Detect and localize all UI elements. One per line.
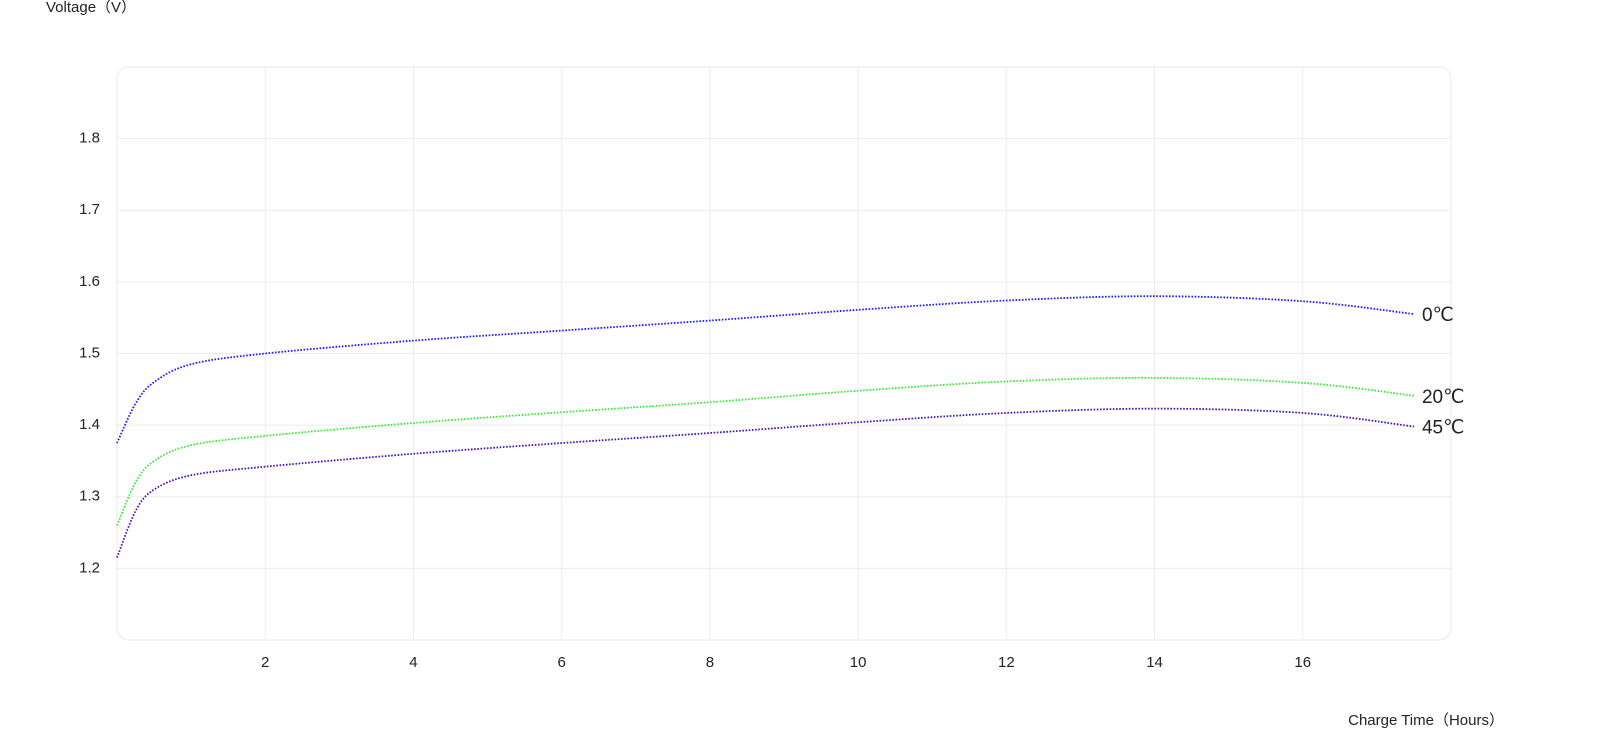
x-tick-label: 16 — [1294, 654, 1311, 671]
x-tick-label: 10 — [850, 654, 867, 671]
y-tick-label: 1.8 — [79, 130, 100, 147]
y-tick-label: 1.2 — [79, 559, 100, 576]
x-tick-label: 2 — [261, 654, 269, 671]
y-axis-label: Voltage（V） — [46, 0, 136, 16]
series-label: 0℃ — [1422, 305, 1454, 326]
x-tick-label: 8 — [706, 654, 714, 671]
x-tick-label: 14 — [1146, 654, 1163, 671]
series-line — [116, 295, 1415, 444]
x-tick-label: 4 — [409, 654, 417, 671]
x-axis-label: Charge Time（Hours） — [1348, 712, 1504, 729]
y-tick-label: 1.3 — [79, 488, 100, 505]
x-tick-label: 6 — [557, 654, 565, 671]
y-tick-label: 1.5 — [79, 344, 100, 361]
y-tick-label: 1.7 — [79, 201, 100, 218]
x-tick-label: 12 — [998, 654, 1015, 671]
series-label: 45℃ — [1422, 418, 1464, 439]
series-line — [116, 407, 1415, 558]
y-tick-label: 1.6 — [79, 273, 100, 290]
y-tick-label: 1.4 — [79, 416, 100, 433]
series-line — [116, 376, 1415, 526]
series-label: 20℃ — [1422, 387, 1464, 408]
